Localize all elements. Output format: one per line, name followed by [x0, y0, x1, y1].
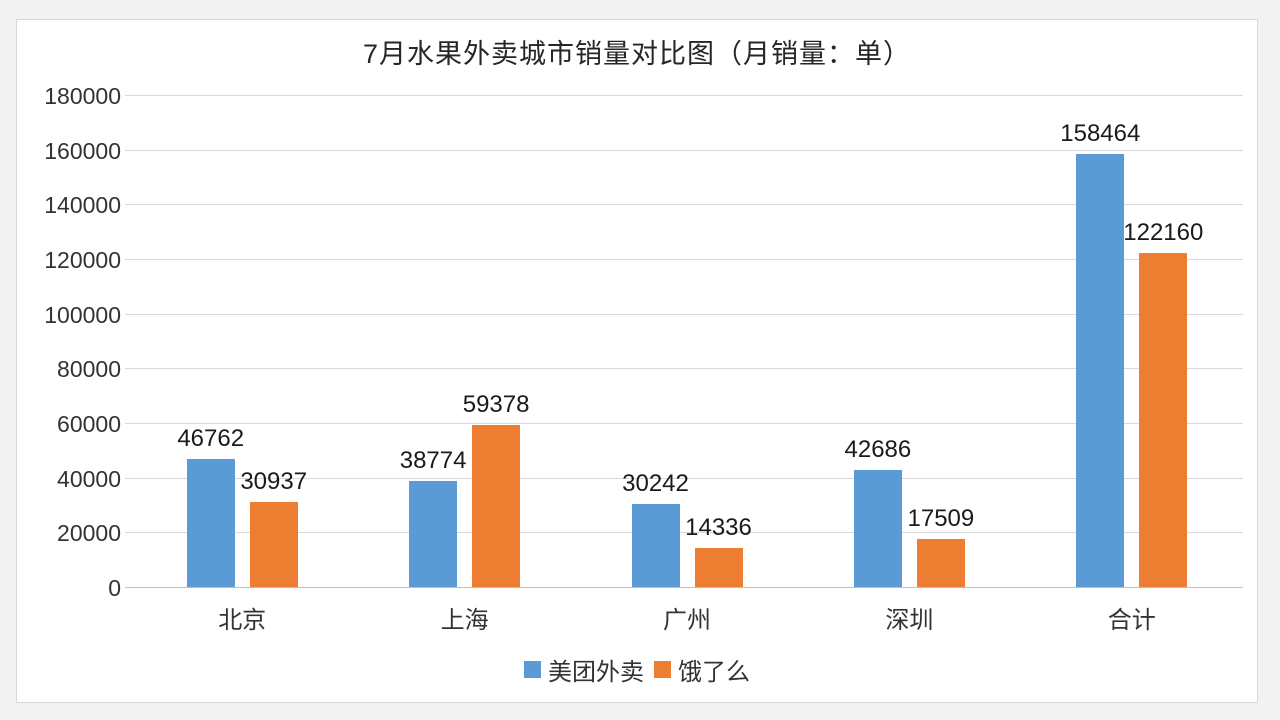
x-axis: 北京 上海 广州 深圳 合计	[131, 600, 1243, 636]
bar-美团外卖-合计	[1076, 153, 1125, 587]
gridline	[125, 149, 1243, 151]
y-tick-label: 120000	[44, 247, 121, 273]
x-axis-line	[125, 587, 1243, 588]
x-tick-label-上海: 上海	[440, 607, 489, 634]
bar-value-label: 42686	[844, 436, 912, 464]
x-tick-label-合计: 合计	[1107, 607, 1156, 634]
bar-美团外卖-上海	[409, 481, 458, 587]
legend: 美团外卖 饿了么	[17, 652, 1257, 687]
x-tick-label-广州: 广州	[663, 607, 711, 634]
legend-swatch-icon	[654, 661, 671, 678]
y-tick-label: 40000	[57, 465, 121, 492]
bar-value-label: 17509	[907, 505, 975, 533]
x-tick-label-北京: 北京	[218, 607, 267, 634]
gridline	[125, 532, 1243, 534]
bar-饿了么-上海	[472, 424, 521, 587]
bar-value-label: 59378	[462, 390, 530, 418]
gridline	[125, 313, 1243, 315]
bar-饿了么-北京	[249, 502, 298, 587]
bar-value-label: 30937	[240, 468, 308, 496]
bar-饿了么-广州	[694, 547, 743, 587]
chart-container: 7月水果外卖城市销量对比图（月销量：单） 0 20000 40000 60000 800…	[16, 19, 1258, 703]
y-tick-label: 100000	[44, 301, 121, 328]
gridline	[125, 368, 1243, 370]
y-tick-label: 180000	[44, 83, 121, 109]
bar-美团外卖-北京	[186, 459, 235, 587]
y-tick-label: 140000	[44, 192, 121, 219]
bar-value-label: 46762	[177, 425, 245, 453]
y-tick-label: 60000	[57, 411, 121, 437]
legend-item-饿了么: 饿了么	[654, 652, 750, 687]
x-tick-label-深圳: 深圳	[885, 607, 934, 634]
bar-美团外卖-深圳	[853, 470, 902, 587]
legend-swatch-icon	[524, 661, 541, 678]
chart-title: 7月水果外卖城市销量对比图（月销量：单）	[362, 39, 911, 69]
bar-饿了么-合计	[1139, 253, 1188, 587]
gridline	[125, 95, 1243, 96]
legend-item-美团外卖: 美团外卖	[524, 652, 644, 687]
gridline	[125, 423, 1243, 424]
plot-area: 46762 30937 38774 59378 30242 14336 42686 17509…	[125, 95, 1243, 588]
bar-value-label: 122160	[1123, 219, 1204, 247]
bar-value-label: 30242	[622, 470, 689, 498]
y-tick-label: 20000	[57, 520, 121, 547]
bar-value-label: 14336	[685, 513, 752, 541]
legend-label: 饿了么	[678, 659, 750, 686]
bar-饿了么-深圳	[916, 539, 965, 587]
bar-value-label: 38774	[399, 447, 467, 475]
bar-value-label: 158464	[1060, 119, 1141, 147]
y-tick-label: 160000	[44, 137, 121, 164]
legend-label: 美团外卖	[548, 659, 644, 686]
y-tick-label: 0	[108, 575, 121, 601]
bar-美团外卖-广州	[631, 504, 680, 587]
y-tick-label: 80000	[57, 356, 121, 383]
gridline	[125, 477, 1243, 479]
gridline	[125, 204, 1243, 206]
y-axis: 0 20000 40000 60000 80000 100000 120000 140000 1…	[17, 20, 121, 702]
gridline	[125, 259, 1243, 260]
